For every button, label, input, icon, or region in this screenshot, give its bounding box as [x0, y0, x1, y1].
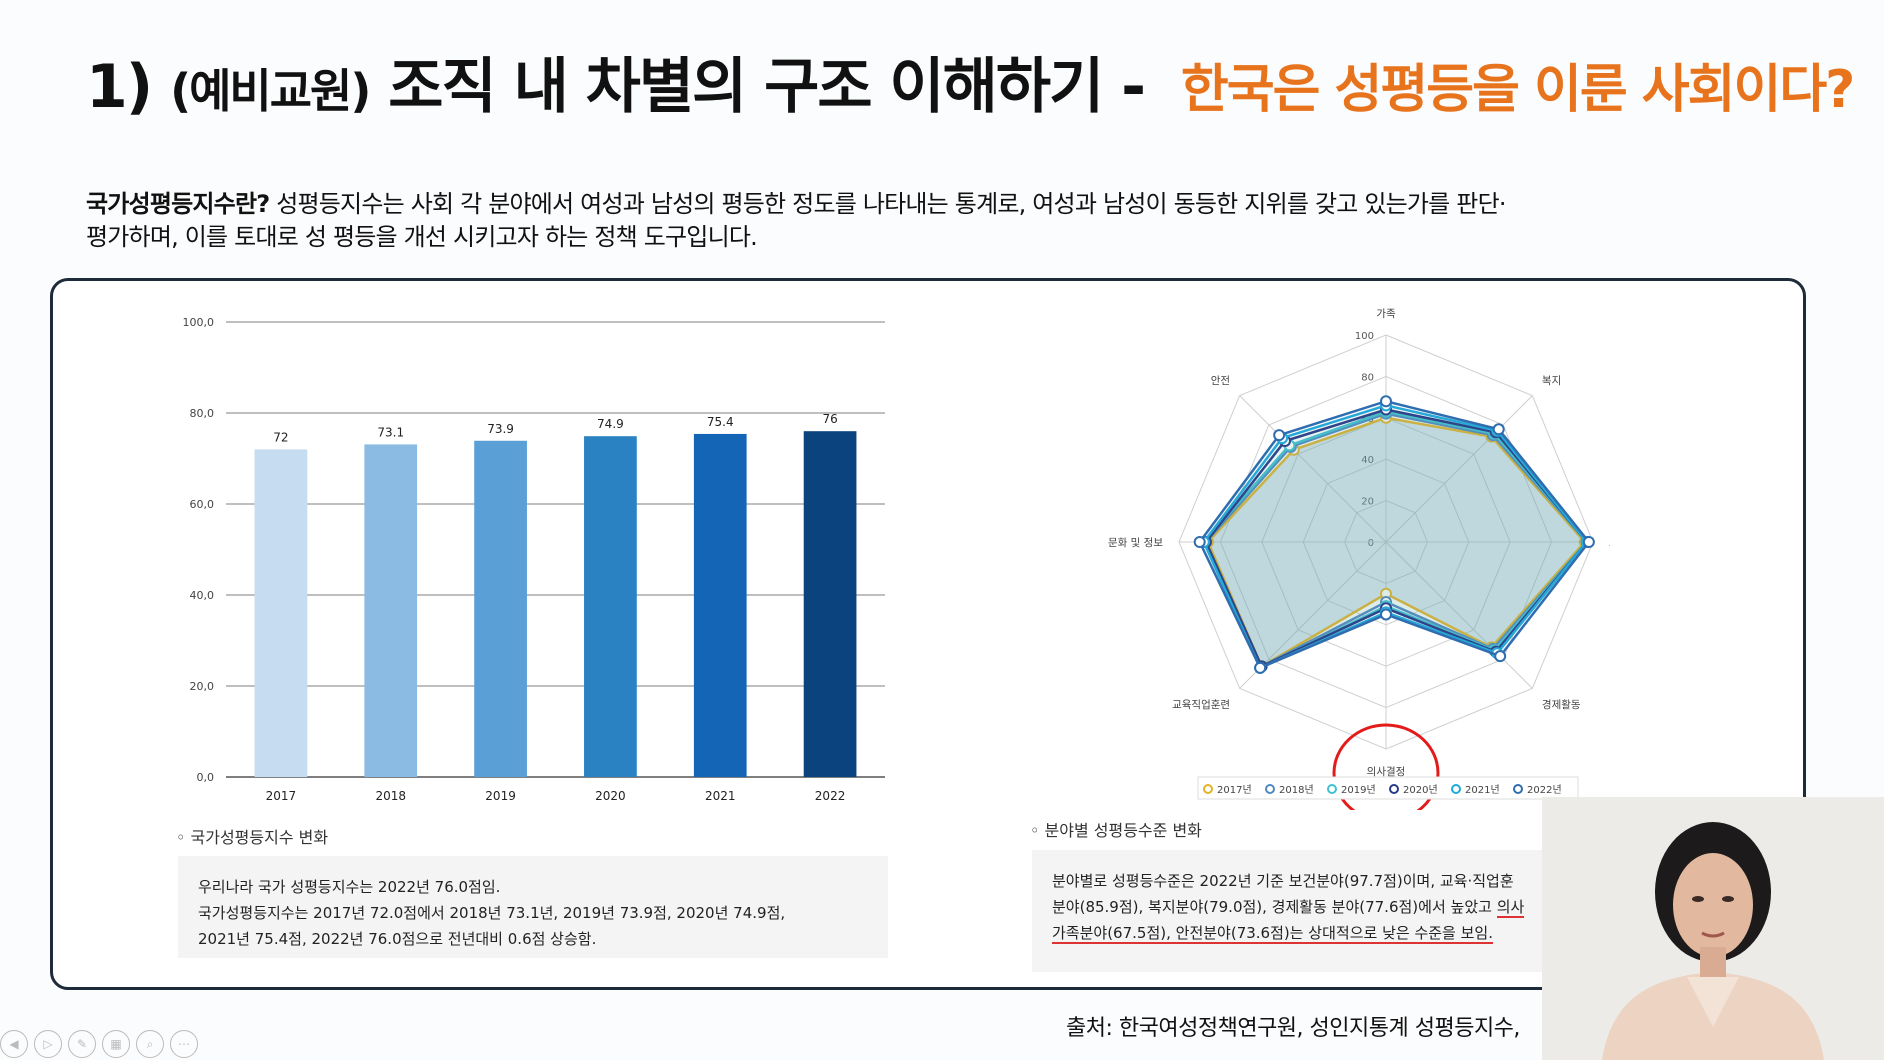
radar-series [1198, 399, 1591, 670]
title-number: 1) [86, 52, 153, 122]
prev-icon[interactable]: ◀ [0, 1030, 28, 1058]
radar-point [1494, 650, 1507, 663]
y-tick-label: 0,0 [197, 771, 215, 784]
bar-value-label: 76 [822, 412, 837, 426]
pen-icon[interactable]: ✎ [68, 1030, 96, 1058]
bar [474, 440, 527, 777]
source-citation: 출처: 한국여성정책연구원, 성인지통계 성평등지수, [1066, 1016, 1520, 1041]
legend-marker [1265, 784, 1275, 794]
title-main: 조직 내 차별의 구조 이해하기 - [388, 52, 1146, 122]
intro-paragraph: 국가성평등지수란? 성평등지수는 사회 각 분야에서 여성과 남성의 평등한 정… [86, 188, 1506, 254]
bar-value-label: 74.9 [597, 417, 624, 431]
grid-icon[interactable]: ▦ [102, 1030, 130, 1058]
radar-point [1380, 608, 1392, 621]
radar-axis-label: 경제활동 [1542, 698, 1581, 711]
legend-marker [1389, 784, 1399, 794]
slideshow-controls: ◀ ▷ ✎ ▦ ⌕ ⋯ [0, 1030, 198, 1058]
r-tick-label: 40 [1361, 455, 1374, 466]
summary-line: 국가성평등지수는 2017년 72.0점에서 2018년 73.1년, 2019… [198, 904, 786, 922]
title-prefix: (예비교원) [170, 64, 371, 118]
legend-label: 2020년 [1403, 784, 1438, 796]
radar-axis-label: 의사결정 [1367, 766, 1406, 778]
y-tick-label: 60,0 [190, 498, 215, 511]
bar-value-label: 73.1 [377, 425, 404, 439]
summary-line: 분야별로 성평등수준은 2022년 기준 보건분야(97.7점)이며, 교육·직… [1052, 872, 1514, 890]
bar-chart-summary: 우리나라 국가 성평등지수는 2022년 76.0점임. 국가성평등지수는 20… [178, 856, 888, 958]
bar [364, 444, 418, 777]
legend-label: 2019년 [1341, 784, 1376, 796]
legend-marker [1451, 784, 1461, 794]
radar-point [1380, 395, 1392, 408]
presenter-image [1542, 797, 1884, 1060]
radar-chart: 020406080100가족복지보건경제활동의사결정교육직업훈련문화 및 정보안… [1108, 308, 1610, 810]
radar-point [1254, 661, 1267, 674]
radar-axis-label: 문화 및 정보 [1108, 537, 1163, 549]
legend-label: 2017년 [1217, 784, 1252, 796]
y-tick-label: 100,0 [183, 316, 215, 329]
bar-value-label: 73.9 [487, 422, 514, 436]
radar-axis-label: 복지 [1542, 375, 1561, 387]
legend-marker [1513, 784, 1523, 794]
summary-text: 분야(85.9점), 복지분야(79.0점), 경제활동 분야(77.6점)에서… [1052, 898, 1497, 916]
bar [693, 433, 747, 777]
x-tick-label: 2017 [266, 789, 297, 803]
x-tick-label: 2020 [595, 789, 626, 803]
more-icon[interactable]: ⋯ [170, 1030, 198, 1058]
legend-label: 2021년 [1465, 784, 1500, 796]
bar [803, 431, 857, 777]
legend-marker [1203, 784, 1213, 794]
bar [254, 449, 308, 777]
bar [584, 436, 637, 777]
radar-point [1193, 536, 1206, 548]
r-tick-label: 80 [1361, 372, 1374, 383]
underlined-text: 가족분야(67.5점), 안전분야(73.6점)는 상대적으로 낮은 수준을 보… [1052, 924, 1493, 944]
radar-axis-label: 안전 [1211, 375, 1230, 387]
bar-chart-caption: ◦ 국가성평등지수 변화 [176, 828, 329, 847]
x-tick-label: 2019 [485, 789, 516, 803]
legend-label: 2022년 [1527, 784, 1562, 796]
underlined-text: 의사 [1496, 898, 1525, 918]
bar-value-label: 75.4 [707, 415, 734, 429]
r-tick-label: 0 [1368, 538, 1374, 549]
radar-point [1273, 429, 1286, 442]
y-tick-label: 80,0 [190, 407, 215, 420]
radar-axis-label: 교육직업훈련 [1172, 698, 1230, 711]
highlight-circle [1332, 723, 1440, 810]
bar-chart: 0,0 20,0 40,0 60,0 80,0 100,0 72 2017 73.1 2018 73… [183, 316, 885, 803]
legend-marker [1327, 784, 1337, 794]
slide-title: 1) (예비교원) 조직 내 차별의 구조 이해하기 - 한국은 성평등을 이룬… [86, 38, 1855, 125]
intro-term: 국가성평등지수란? [86, 190, 270, 218]
radar-point [1492, 423, 1505, 436]
x-tick-label: 2018 [375, 789, 406, 803]
summary-line: 우리나라 국가 성평등지수는 2022년 76.0점임. [198, 878, 501, 896]
radar-spoke [1385, 395, 1533, 543]
radar-chart-caption: ◦ 분야별 성평등수준 변화 [1030, 821, 1202, 840]
summary-line: 2021년 75.4점, 2022년 76.0점으로 전년대비 0.6점 상승함… [198, 930, 597, 948]
zoom-icon[interactable]: ⌕ [136, 1030, 164, 1058]
r-tick-label: 100 [1355, 331, 1374, 342]
bar-value-label: 72 [273, 430, 288, 444]
radar-chart-summary: 분야별로 성평등수준은 2022년 기준 보건분야(97.7점)이며, 교육·직… [1032, 850, 1544, 972]
radar-point [1582, 536, 1595, 548]
title-accent: 한국은 성평등을 이룬 사회이다? [1180, 60, 1855, 120]
y-tick-label: 40,0 [190, 589, 215, 602]
y-tick-label: 20,0 [190, 680, 215, 693]
radar-axis-label: 가족 [1376, 308, 1396, 320]
r-tick-label: 20 [1361, 497, 1374, 508]
legend-label: 2018년 [1279, 784, 1314, 796]
presenter-webcam [1542, 797, 1884, 1060]
play-icon[interactable]: ▷ [34, 1030, 62, 1058]
summary-line: 분야(85.9점), 복지분야(79.0점), 경제활동 분야(77.6점)에서… [1052, 894, 1525, 920]
radar-spoke [1385, 541, 1533, 689]
x-tick-label: 2022 [815, 789, 846, 803]
legend-box [1197, 776, 1579, 800]
x-tick-label: 2021 [705, 789, 736, 803]
radar-spoke [1239, 395, 1387, 543]
radar-axis-label: 보건 [1609, 537, 1610, 549]
intro-text: 성평등지수는 사회 각 분야에서 여성과 남성의 평등한 정도를 나타내는 통계… [86, 190, 1506, 251]
